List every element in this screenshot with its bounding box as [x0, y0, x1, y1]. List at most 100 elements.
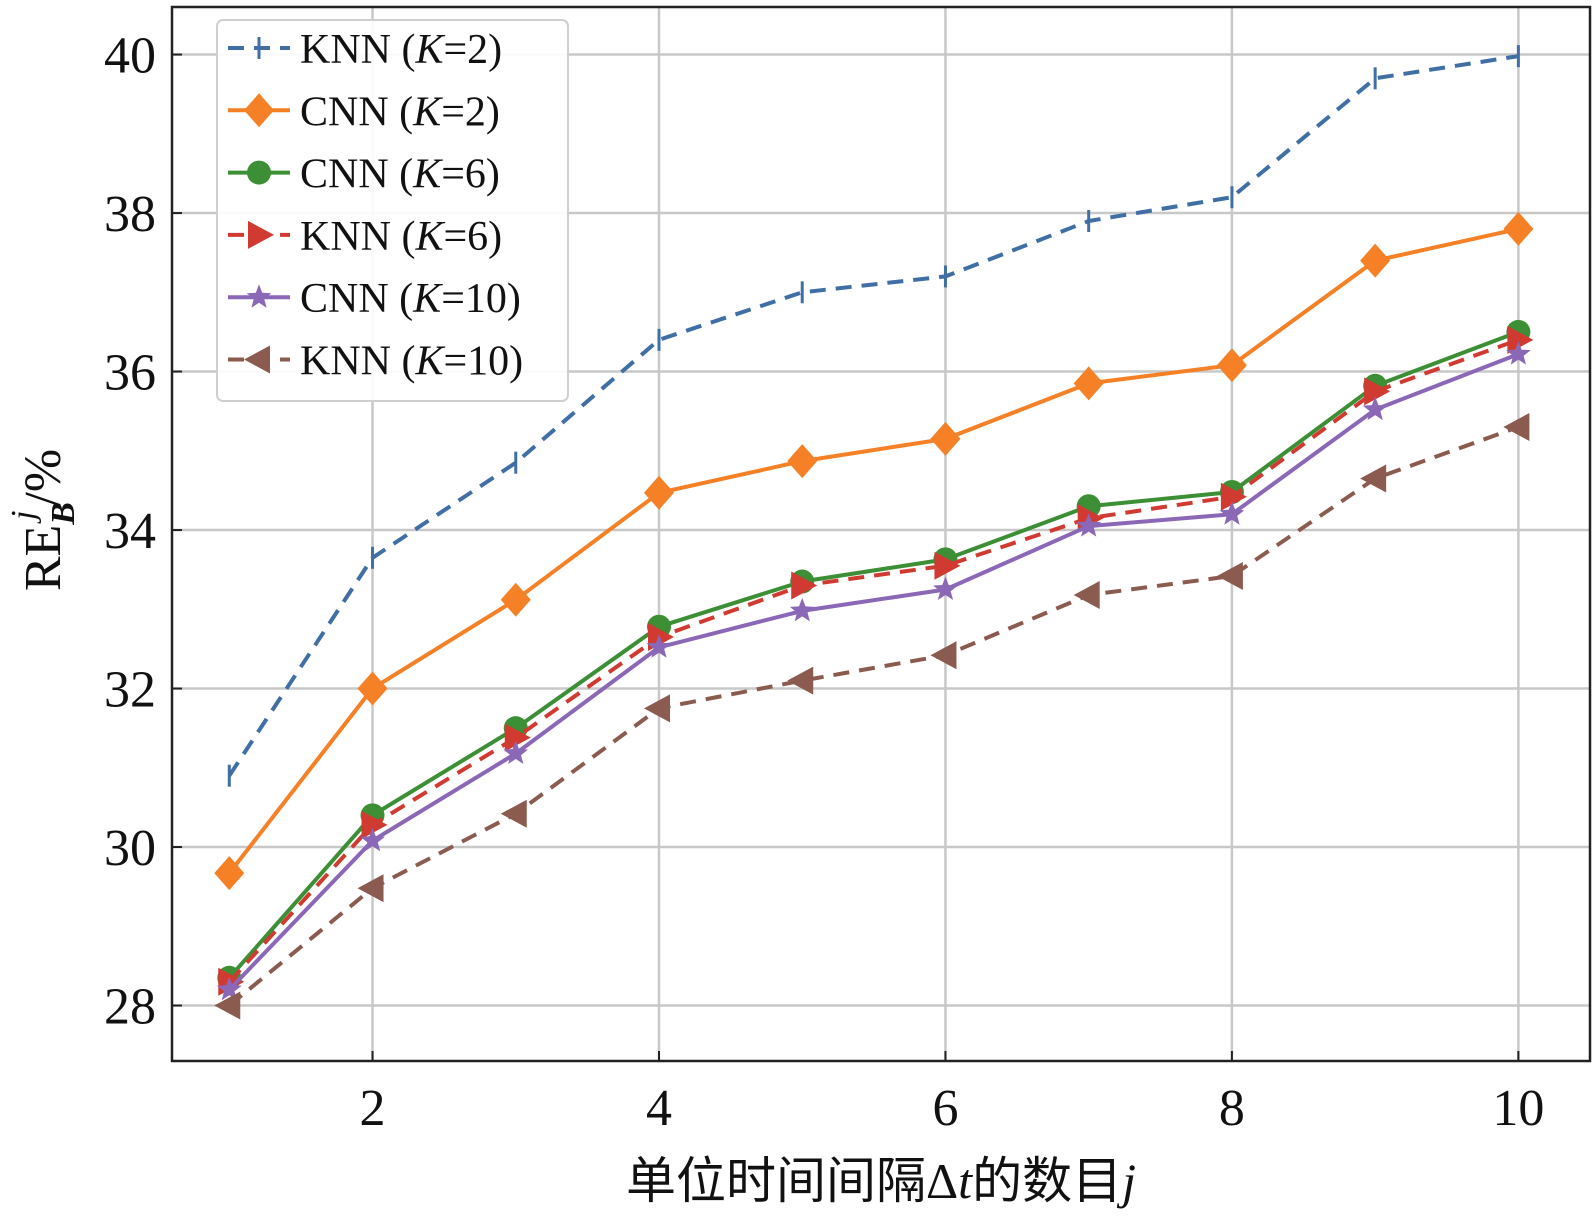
x-axis-title-prefix: 单位时间间隔 [626, 1153, 926, 1209]
legend-label: KNN (K=2) [300, 27, 502, 73]
legend-label: CNN (K=6) [300, 152, 500, 198]
legend-label-k: K [412, 89, 443, 135]
data-point [787, 666, 814, 695]
legend-label-suffix: =6) [441, 152, 500, 198]
y-tick-label: 38 [104, 186, 156, 243]
data-point [1506, 341, 1531, 365]
data-point [934, 551, 961, 580]
legend-label-prefix: KNN ( [300, 27, 415, 73]
y-tick-label: 34 [104, 503, 156, 560]
legend-marker [244, 93, 274, 128]
x-tick-label: 2 [360, 1080, 386, 1137]
data-point [500, 799, 527, 828]
data-point [1216, 348, 1247, 383]
data-point [1076, 513, 1102, 537]
y-axis-title-main: RE [15, 525, 72, 591]
legend-label-suffix: =2) [444, 27, 503, 73]
x-tick-label: 8 [1219, 1080, 1245, 1137]
y-axis-title-subscript: B [45, 502, 82, 526]
y-tick-label: 40 [104, 28, 156, 85]
data-point [357, 671, 388, 706]
legend-label-suffix: =10) [444, 339, 524, 385]
legend-entry: KNN (K=2) [228, 27, 502, 73]
series-cnn-k-10 [216, 341, 1531, 1001]
data-series [214, 45, 1534, 1020]
y-tick-label: 30 [104, 820, 156, 877]
legend-label-k: K [412, 276, 443, 322]
series-line [227, 226, 1519, 875]
legend-label-prefix: KNN ( [300, 339, 415, 385]
legend-label-k: K [414, 214, 445, 260]
legend: KNN (K=2)CNN (K=2)CNN (K=6)KNN (K=6)CNN … [216, 19, 569, 402]
data-point [1362, 396, 1388, 421]
data-point [1073, 581, 1100, 610]
y-axis-title-superscript: j [5, 511, 42, 524]
x-tick-label: 4 [646, 1080, 672, 1137]
legend-label-prefix: KNN ( [300, 214, 415, 260]
x-axis-title-t: t [958, 1153, 973, 1209]
data-point [643, 475, 674, 510]
legend-label-k: K [414, 339, 445, 385]
legend-marker [248, 220, 274, 249]
legend-entry: KNN (K=10) [228, 339, 523, 385]
y-axis-title: REBj /% [5, 449, 82, 591]
x-tick-label: 10 [1492, 1080, 1544, 1137]
legend-label-suffix: =10) [441, 276, 521, 322]
legend-label-suffix: =6) [444, 214, 503, 260]
legend-label-suffix: =2) [441, 89, 500, 135]
data-point [1364, 377, 1391, 406]
legend-marker [246, 284, 272, 308]
data-point [930, 421, 961, 456]
y-axis-title-unit: /% [15, 449, 72, 507]
series-line [227, 330, 1520, 980]
plot-area-frame [170, 5, 1592, 1063]
legend-entry: KNN (K=6) [228, 214, 502, 260]
series-cnn-k-2 [214, 211, 1534, 891]
legend-entry: CNN (K=10) [228, 276, 521, 322]
series-line [228, 425, 1520, 1008]
data-point [1220, 482, 1247, 511]
axis-ticks: 2 4 6 8 10 28 30 32 34 36 38 40 [104, 28, 1544, 1137]
data-point [930, 641, 957, 670]
x-tick-label: 6 [932, 1080, 958, 1137]
data-point [1503, 211, 1534, 246]
x-axis-title: 单位时间间隔Δt的数目j [626, 1153, 1136, 1209]
legend-label-k: K [412, 152, 443, 198]
legend-label: CNN (K=2) [300, 89, 500, 135]
data-point [643, 694, 670, 723]
x-axis-title-middle: 的数目 [972, 1153, 1122, 1209]
legend-label-k: K [414, 27, 445, 73]
data-point [787, 444, 818, 479]
grid-lines [172, 7, 1590, 1061]
data-point [216, 976, 242, 1001]
x-axis-title-delta: Δ [926, 1153, 958, 1209]
data-point [1073, 366, 1104, 401]
data-point [1360, 464, 1387, 493]
series-line [227, 352, 1520, 992]
series-line [227, 54, 1519, 777]
legend-box [216, 19, 569, 402]
legend-label-prefix: CNN ( [300, 152, 413, 198]
legend-entry: CNN (K=2) [228, 89, 500, 135]
data-point [500, 582, 531, 617]
data-point [646, 634, 672, 658]
series-knn-k-2 [227, 45, 1520, 787]
data-point [1503, 413, 1530, 442]
legend-label: CNN (K=10) [300, 276, 521, 322]
data-point [360, 827, 385, 852]
data-point [214, 856, 245, 891]
data-point [1507, 325, 1534, 354]
data-point [1216, 562, 1243, 591]
data-point [214, 991, 241, 1020]
data-point [789, 597, 815, 622]
data-point [1360, 243, 1391, 278]
data-point [1219, 501, 1245, 525]
data-point [503, 740, 529, 764]
legend-label-prefix: CNN ( [300, 89, 413, 135]
y-tick-label: 36 [104, 345, 156, 402]
legend-marker [247, 160, 271, 185]
data-point [361, 810, 388, 839]
legend-label-prefix: CNN ( [300, 276, 413, 322]
data-point [791, 571, 818, 600]
